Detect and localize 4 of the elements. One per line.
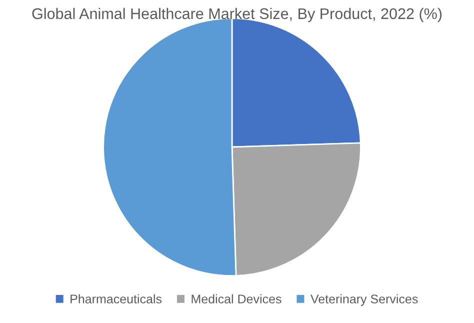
chart-title: Global Animal Healthcare Market Size, By Product, 2022 (%) xyxy=(32,8,442,22)
legend-label: Medical Devices xyxy=(192,294,282,304)
legend-label: Pharmaceuticals xyxy=(70,294,162,304)
legend-label: Veterinary Services xyxy=(310,294,418,306)
